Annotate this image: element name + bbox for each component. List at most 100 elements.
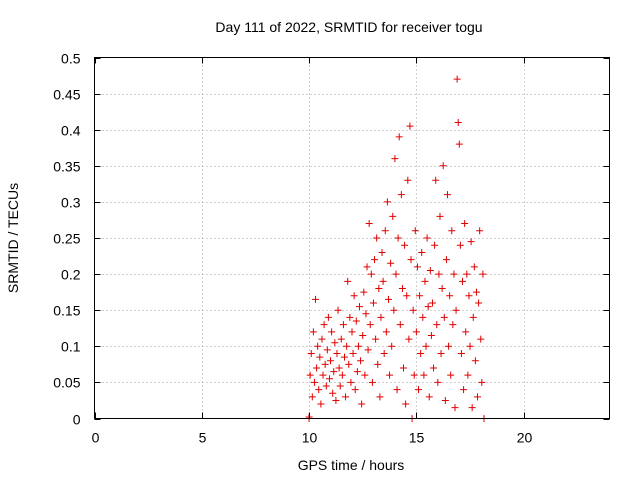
data-point: [346, 313, 354, 321]
data-point: [424, 303, 432, 311]
x-tick-label: 15: [409, 430, 425, 446]
data-point: [461, 220, 469, 228]
data-point: [412, 328, 420, 336]
data-point: [401, 241, 409, 249]
data-point: [469, 313, 477, 321]
data-point: [455, 140, 463, 148]
data-points: [305, 75, 488, 422]
data-point: [439, 162, 447, 170]
y-tick-label: 0.35: [53, 159, 80, 175]
data-point: [438, 285, 446, 293]
data-point: [338, 371, 346, 379]
data-point: [377, 313, 385, 321]
data-point: [378, 248, 386, 256]
data-point: [446, 292, 454, 300]
data-point: [323, 346, 331, 354]
data-point: [357, 357, 365, 365]
data-point: [332, 396, 340, 404]
data-point: [384, 295, 392, 303]
data-point: [382, 328, 390, 336]
data-point: [389, 212, 397, 220]
data-point: [416, 292, 424, 300]
data-point: [460, 386, 468, 394]
data-point: [441, 396, 449, 404]
data-point: [476, 227, 484, 235]
data-point: [413, 263, 421, 271]
data-point: [314, 342, 322, 350]
data-point: [451, 404, 459, 412]
data-point: [375, 285, 383, 293]
data-point: [351, 386, 359, 394]
data-point: [449, 321, 457, 329]
data-point: [479, 270, 487, 278]
data-point: [317, 400, 325, 408]
data-point: [464, 371, 472, 379]
data-point: [450, 270, 458, 278]
data-point: [454, 118, 462, 126]
data-point: [322, 382, 330, 390]
data-point: [452, 306, 460, 314]
y-tick-label: 0.1: [61, 339, 81, 355]
data-point: [462, 328, 470, 336]
data-point: [306, 371, 314, 379]
y-tick-label: 0.5: [61, 51, 81, 67]
y-tick-label: 0.4: [61, 123, 81, 139]
data-point: [334, 306, 342, 314]
data-point: [365, 220, 373, 228]
y-tick-label: 0.25: [53, 231, 80, 247]
data-point: [316, 353, 324, 361]
data-point: [381, 227, 389, 235]
data-point: [308, 393, 316, 401]
data-point: [315, 386, 323, 394]
data-point: [448, 227, 456, 235]
data-point: [478, 378, 486, 386]
data-point: [436, 212, 444, 220]
data-point: [331, 339, 339, 347]
data-point: [418, 248, 426, 256]
data-point: [364, 346, 372, 354]
data-point: [333, 350, 341, 358]
data-point: [457, 350, 465, 358]
data-point: [400, 364, 407, 372]
data-point: [313, 364, 321, 372]
data-point: [396, 321, 404, 329]
y-tick-label: 0.45: [53, 87, 80, 103]
data-point: [392, 270, 400, 278]
data-point: [376, 393, 384, 401]
data-point: [348, 328, 356, 336]
data-point: [470, 263, 478, 271]
data-point: [432, 176, 440, 184]
data-point: [387, 259, 395, 267]
data-point: [434, 378, 442, 386]
data-point: [312, 295, 320, 303]
y-tick-label: 0.3: [61, 195, 81, 211]
data-point: [372, 335, 380, 343]
data-point: [309, 328, 317, 336]
data-point: [328, 328, 336, 336]
data-point: [347, 378, 355, 386]
data-point: [427, 331, 435, 339]
data-point: [366, 321, 374, 329]
data-point: [453, 75, 461, 83]
data-point: [318, 335, 326, 343]
data-point: [337, 335, 345, 343]
data-point: [335, 364, 343, 372]
y-tick-label: 0.15: [53, 303, 80, 319]
data-point: [360, 288, 368, 296]
data-point: [475, 299, 483, 307]
data-point: [391, 155, 399, 163]
data-point: [330, 368, 338, 376]
data-point: [406, 122, 414, 130]
data-point: [344, 277, 352, 285]
data-point: [321, 360, 329, 368]
data-point: [459, 277, 467, 285]
data-point: [417, 350, 425, 358]
data-point: [373, 234, 381, 242]
data-point: [463, 270, 471, 278]
data-point: [359, 331, 367, 339]
data-point: [397, 191, 405, 199]
data-point: [363, 263, 371, 271]
data-point: [393, 386, 401, 394]
y-tick-label: 0: [73, 412, 81, 428]
